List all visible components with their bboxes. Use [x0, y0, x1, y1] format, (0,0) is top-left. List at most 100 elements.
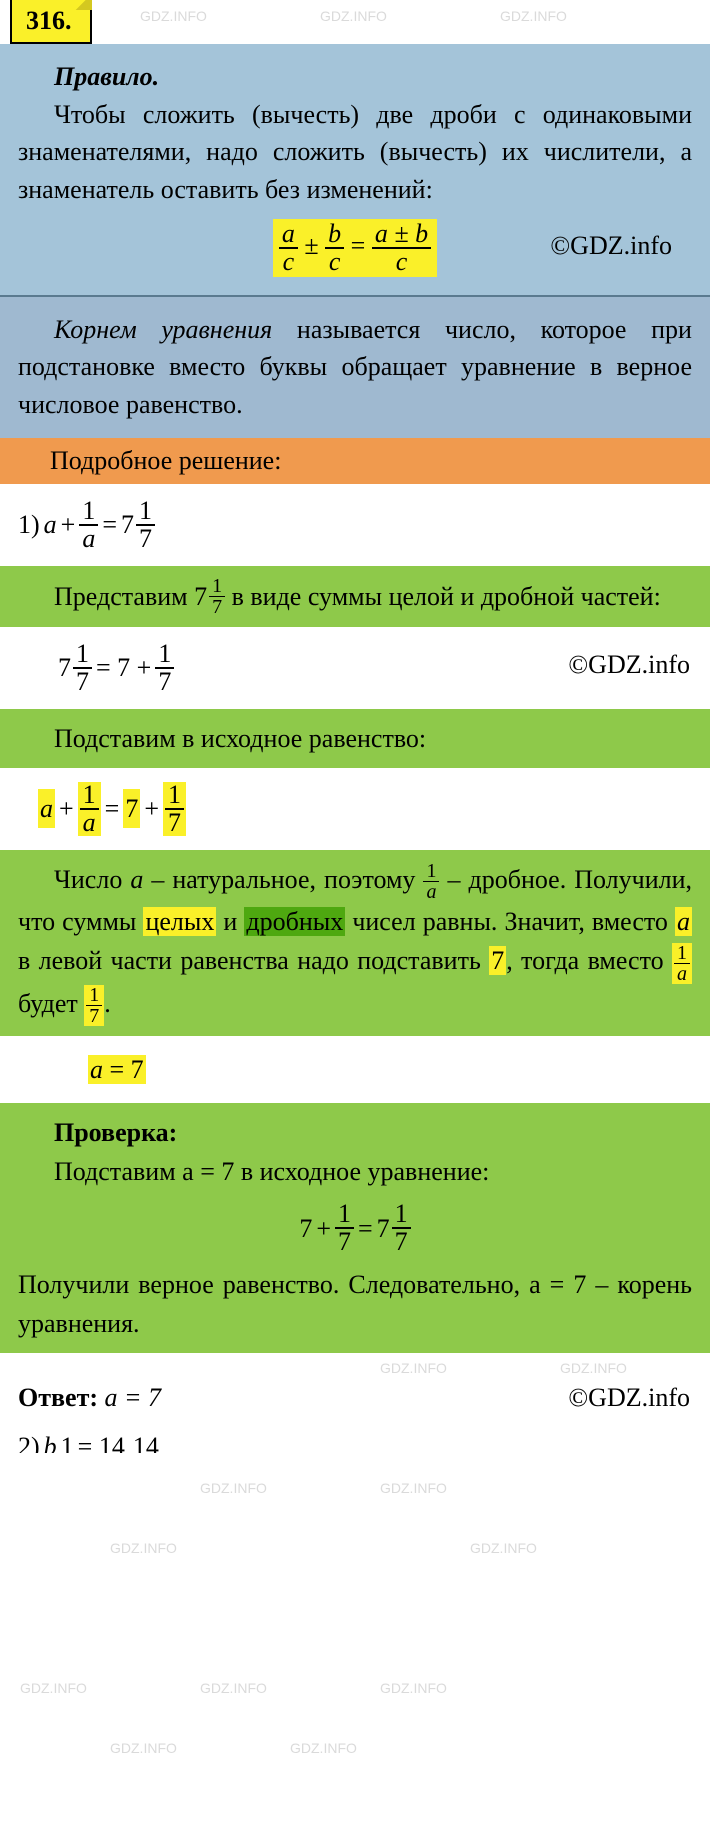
s1e-eq: = 7 + — [96, 648, 151, 687]
s1e-fn: 1 — [155, 641, 174, 669]
copyright-text: ©GDZ.info — [550, 227, 672, 265]
r-1g: , тогда вместо — [506, 946, 672, 975]
formula-a: a — [279, 221, 298, 249]
r-var: a — [130, 865, 143, 894]
s1-whole: 7 — [194, 577, 207, 616]
definition-term: Корнем уравнения — [54, 315, 272, 344]
r-1i: . — [104, 989, 111, 1018]
formula-rn: a ± b — [372, 221, 431, 249]
s2-f2n: 1 — [165, 782, 184, 810]
copyright-text: ©GDZ.info — [568, 645, 690, 684]
formula-c1: c — [279, 249, 298, 275]
chk-eq: = — [358, 1209, 373, 1248]
r-hl1: целых — [143, 907, 216, 936]
formula-b: b — [325, 221, 344, 249]
var-a: a — [44, 505, 57, 544]
watermark: GDZ.INFO — [110, 1740, 177, 1756]
chk-f1d: 7 — [335, 1229, 354, 1255]
formula-op: ± — [304, 231, 318, 260]
formula-c2: c — [325, 249, 344, 275]
rule-title: Правило. — [18, 58, 692, 96]
mixed-num: 1 — [136, 498, 155, 526]
step1-before: Представим — [54, 582, 194, 611]
problem-statement: 1) a + 1a = 717 — [0, 484, 710, 566]
check-section: Проверка: Подставим a = 7 в исходное ура… — [0, 1103, 710, 1353]
rule-text: Чтобы сложить (вычесть) две дроби с один… — [18, 96, 692, 209]
check-text: Подставим a = 7 в исходное уравнение: — [18, 1152, 692, 1191]
cutoff-num: 14 — [133, 1427, 159, 1453]
mixed-den: 7 — [136, 526, 155, 552]
r-1h: будет — [18, 989, 84, 1018]
step2-equation: a + 1a = 7 + 17 — [0, 768, 710, 850]
answer-val: a = 7 — [98, 1383, 161, 1412]
watermark: GDZ.INFO — [200, 1680, 267, 1696]
watermark: GDZ.INFO — [290, 1740, 357, 1756]
r-f2n: 1 — [674, 943, 690, 964]
check-title: Проверка: — [18, 1113, 692, 1152]
chk-f1n: 1 — [335, 1201, 354, 1229]
watermark: GDZ.INFO — [110, 1540, 177, 1556]
cutoff-problem: 2) b 1 = 14 14 — [0, 1423, 710, 1453]
s2-f2d: 7 — [165, 810, 184, 836]
rule-box: Правило. Чтобы сложить (вычесть) две дро… — [0, 44, 710, 297]
formula-eq: = — [351, 231, 366, 260]
step1-text: Представим 717 в виде суммы целой и дроб… — [0, 566, 710, 627]
result-line: a = 7 — [0, 1036, 710, 1103]
frac-den: a — [79, 526, 98, 552]
eq-sign: = — [102, 505, 117, 544]
s1-num: 1 — [209, 576, 225, 597]
r-hl4: 7 — [489, 946, 506, 975]
r-1f: в левой части равенства надо подставить — [18, 946, 489, 975]
watermark: GDZ.INFO — [470, 1540, 537, 1556]
s2-plus: + — [59, 789, 74, 828]
step1-equation: 717 = 7 + 17 ©GDZ.info — [0, 627, 710, 709]
watermark: GDZ.INFO — [20, 1680, 87, 1696]
s2-7: 7 — [123, 789, 140, 828]
s1e-fd: 7 — [155, 669, 174, 695]
check-conclusion: Получили верное равенство. Следова­тельн… — [18, 1265, 692, 1343]
r-1d: и — [216, 907, 244, 936]
reasoning-text: Число a – натуральное, поэтому 1a – дроб… — [0, 850, 710, 1037]
r-f2d: a — [674, 964, 690, 984]
res-val: 7 — [131, 1055, 144, 1084]
problem-number: 1) — [18, 505, 40, 544]
r-f3n: 1 — [86, 985, 102, 1006]
s2-eq: = — [105, 789, 120, 828]
s1-den: 7 — [209, 597, 225, 617]
step2-label: Подставим в исходное равенство: — [0, 709, 710, 768]
detailed-solution-header: Подробное решение: — [0, 438, 710, 484]
mixed-whole: 7 — [121, 505, 134, 544]
chk-7: 7 — [299, 1209, 312, 1248]
r-1b: – натуральное, поэтому — [143, 865, 423, 894]
s1e-whole: 7 — [58, 648, 71, 687]
answer-line: Ответ: a = 7 ©GDZ.info — [0, 1373, 710, 1423]
cutoff-rest: 1 — [61, 1427, 74, 1453]
chk-mw: 7 — [377, 1209, 390, 1248]
s2-f1d: a — [80, 810, 99, 836]
chk-plus: + — [316, 1209, 331, 1248]
chk-md: 7 — [392, 1229, 411, 1255]
s2-a: a — [38, 789, 55, 828]
rule-formula: ac ± bc = a ± bc ©GDZ.info — [18, 219, 692, 277]
r-1e: чисел равны. Значит, вместо — [345, 907, 675, 936]
res-var: a — [90, 1055, 103, 1084]
watermark: GDZ.INFO — [380, 1480, 447, 1496]
cutoff-eq: = 14 — [78, 1427, 125, 1453]
frac-num: 1 — [79, 498, 98, 526]
r-hl3: a — [675, 907, 692, 936]
r-fd: a — [423, 882, 439, 902]
step1-after: в виде суммы целой и дробной частей: — [225, 582, 661, 611]
s2-f1n: 1 — [80, 782, 99, 810]
r-f3d: 7 — [86, 1006, 102, 1026]
watermark: GDZ.INFO — [380, 1680, 447, 1696]
watermark: GDZ.INFO — [200, 1480, 267, 1496]
copyright-text: ©GDZ.info — [568, 1383, 690, 1413]
s1e-num: 1 — [73, 641, 92, 669]
formula-rd: c — [372, 249, 431, 275]
r-1a: Число — [54, 865, 130, 894]
s1e-den: 7 — [73, 669, 92, 695]
problem-badge: 316. — [10, 0, 92, 44]
cutoff-var: b — [44, 1427, 57, 1453]
r-hl2: дробных — [244, 907, 345, 936]
chk-mn: 1 — [392, 1201, 411, 1229]
